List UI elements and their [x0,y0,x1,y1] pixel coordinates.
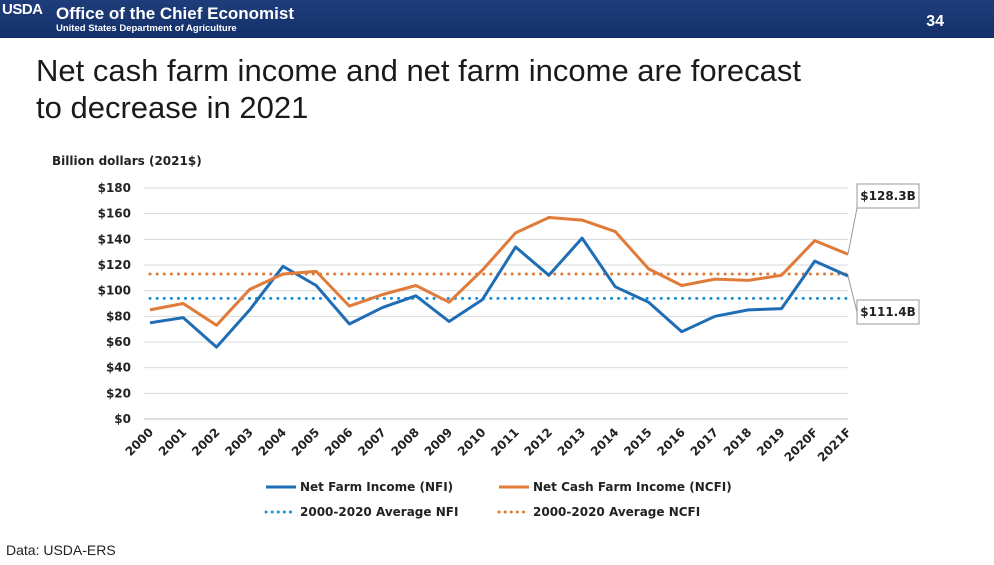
legend-label: Net Farm Income (NFI) [300,480,453,494]
legend-label: Net Cash Farm Income (NCFI) [533,480,732,494]
x-tick-label: 2016 [654,425,688,459]
slide-title-line-2: to decrease in 2021 [36,90,309,125]
y-tick-label: $180 [98,181,131,195]
x-tick-label: 2008 [389,425,423,459]
legend-label: 2000-2020 Average NCFI [533,505,700,519]
x-tick-label: 2004 [256,425,290,459]
source-note: Data: USDA-ERS [6,542,116,558]
slide-title: Net cash farm income and net farm income… [36,52,936,126]
x-tick-label: 2009 [422,425,456,459]
y-tick-label: $40 [106,361,131,375]
x-tick-label: 2005 [289,425,323,459]
series-line [149,236,849,349]
gridlines [144,187,848,420]
series-lines [148,216,850,349]
x-tick-label: 2013 [555,425,589,459]
y-tick-label: $80 [106,309,131,323]
x-tick-label: 2018 [721,425,755,459]
y-tick-label: $140 [98,232,131,246]
x-tick-label: 2002 [189,425,223,459]
x-tick-labels: 2000 2001 2002 2003 2004 2005 2006 2007 2008 2009… [123,425,855,464]
x-tick-label: 2003 [222,425,256,459]
x-tick-label: 2000 [123,425,157,459]
office-title: Office of the Chief Economist [56,4,295,23]
callout-leader [847,275,858,313]
x-tick-label: 2020F [782,425,821,464]
x-tick-label: 2006 [322,425,356,459]
x-tick-label: 2010 [455,425,489,459]
x-tick-label: 2017 [688,425,722,459]
series-line [149,216,849,327]
x-tick-label: 2011 [488,425,522,459]
x-tick-label: 2014 [588,425,622,459]
x-tick-label: 2012 [521,425,555,459]
y-tick-label: $60 [106,335,131,349]
callout-label: $111.4B [860,305,915,319]
callout-box [856,299,920,325]
y-axis-label: Billion dollars (2021$) [52,154,202,168]
callout-leader [847,207,858,255]
page-number: 34 [926,13,944,30]
callout-box [856,183,920,209]
x-tick-label: 2001 [156,425,190,459]
legend-label: 2000-2020 Average NFI [300,505,458,519]
y-tick-label: $120 [98,258,131,272]
callout-label: $128.3B [860,189,915,203]
y-tick-labels: $0 $20 $40 $60 $80 $100 $120 $140 $160 $180 [98,181,131,426]
department-subtitle: United States Department of Agriculture [56,23,237,34]
legend: Net Farm Income (NFI) Net Cash Farm Incom… [264,480,732,519]
y-tick-label: $20 [106,386,131,400]
y-tick-label: $100 [98,284,131,298]
x-tick-label: 2021F [815,425,854,464]
y-tick-label: $0 [114,412,131,426]
header-bar: USDA Office of the Chief Economist Unite… [0,0,994,38]
callouts: $128.3B $111.4B [847,183,920,325]
usda-logo-text: USDA [2,1,43,18]
y-tick-label: $160 [98,207,131,221]
x-tick-label: 2015 [621,425,655,459]
slide-title-line-1: Net cash farm income and net farm income… [36,53,801,88]
x-tick-label: 2007 [355,425,389,459]
